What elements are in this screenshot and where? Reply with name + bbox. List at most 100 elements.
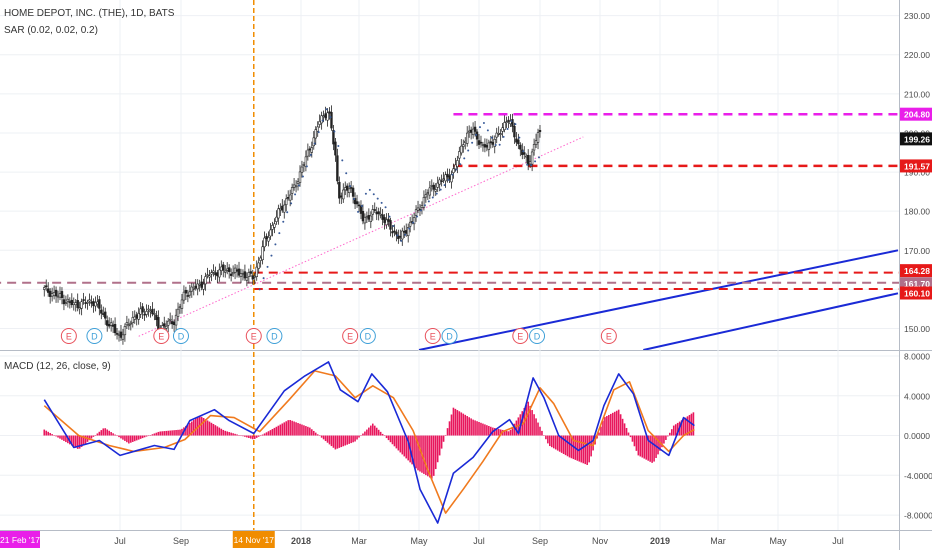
- candle-body: [133, 316, 136, 320]
- macd-hist-bar: [466, 416, 469, 436]
- macd-hist-bar: [181, 428, 183, 436]
- macd-indicator-label: MACD (12, 26, close, 9): [4, 361, 111, 372]
- macd-hist-bar: [543, 435, 545, 436]
- earnings-marker: [512, 328, 529, 344]
- last-price-label: 199.26: [904, 134, 930, 144]
- macd-hist-bar: [354, 435, 356, 442]
- candle-body: [149, 310, 152, 313]
- macd-hist-bar: [287, 420, 289, 436]
- macd-hist-bar: [539, 426, 541, 436]
- macd-hist-bar: [531, 410, 533, 436]
- candle-body: [271, 225, 274, 230]
- macd-hist-bar: [686, 416, 689, 436]
- macd-hist-bar: [204, 419, 207, 436]
- candle-body: [231, 272, 235, 275]
- macd-hist-bar: [328, 435, 331, 445]
- macd-hist-bar: [330, 435, 333, 447]
- macd-hist-bar: [240, 435, 242, 437]
- candle-body: [155, 314, 158, 320]
- candle-body: [304, 156, 308, 167]
- candle-body: [416, 207, 420, 211]
- candle-body: [436, 182, 439, 188]
- candle-body: [281, 205, 284, 211]
- dividend-marker-label: D: [534, 332, 541, 342]
- macd-hist-bar: [289, 419, 291, 436]
- candle-body: [261, 246, 264, 261]
- macd-hist-bar: [346, 435, 349, 445]
- macd-hist-bar: [84, 435, 87, 444]
- candle-body: [373, 209, 376, 211]
- candle-body: [76, 300, 79, 308]
- macd-hist-bar: [130, 435, 132, 443]
- candle-body: [253, 275, 256, 278]
- macd-hist-bar: [305, 426, 307, 436]
- macd-hist-bar: [550, 435, 553, 448]
- macd-hist-bar: [676, 422, 679, 436]
- candle-body: [198, 283, 201, 286]
- earnings-marker: [600, 328, 617, 344]
- candle-body: [526, 155, 530, 166]
- sar-dot: [486, 129, 489, 132]
- macd-hist-bar: [53, 435, 55, 436]
- macd-hist-bar: [480, 422, 482, 436]
- macd-hist-bar: [326, 435, 329, 443]
- candle-body: [332, 129, 335, 145]
- macd-hist-bar: [271, 429, 274, 436]
- candle-body: [241, 273, 245, 275]
- time-tick-label: Jul: [114, 536, 126, 546]
- macd-hist-bar: [92, 435, 95, 437]
- candle-body: [135, 314, 138, 319]
- sar-dot: [443, 184, 446, 187]
- macd-hist-bar: [63, 435, 65, 441]
- candle-body: [434, 189, 437, 192]
- macd-hist-bar: [401, 435, 404, 455]
- macd-hist-bar: [653, 435, 655, 462]
- macd-hist-bar: [513, 423, 516, 436]
- sar-dot: [329, 116, 332, 119]
- candle-body: [517, 139, 520, 145]
- macd-hist-bar: [399, 435, 402, 453]
- macd-hist-bar: [312, 430, 315, 436]
- macd-hist-bar: [438, 435, 441, 456]
- macd-tick-label: 8.0000: [904, 351, 930, 361]
- candle-body: [192, 287, 195, 290]
- macd-hist-bar: [324, 435, 327, 442]
- macd-hist-bar: [96, 433, 99, 436]
- macd-hist-bar: [586, 435, 589, 465]
- sar-dot: [459, 163, 462, 166]
- macd-hist-bar: [517, 417, 520, 436]
- macd-hist-bar: [145, 435, 148, 437]
- sar-dot: [333, 130, 336, 133]
- macd-hist-bar: [602, 420, 604, 436]
- candle-body: [379, 213, 382, 216]
- sar-dot: [301, 175, 304, 178]
- candle-body: [298, 171, 302, 183]
- macd-hist-bar: [228, 432, 230, 436]
- candle-body: [184, 290, 188, 294]
- macd-hist-bar: [139, 435, 142, 439]
- earnings-marker: [60, 328, 77, 344]
- candle-body: [426, 192, 430, 195]
- macd-hist-bar: [279, 424, 282, 436]
- candle-body: [389, 220, 392, 230]
- macd-hist-bar: [88, 435, 91, 441]
- macd-hist-bar: [259, 435, 262, 437]
- candle-body: [497, 133, 500, 135]
- time-tick-label: May: [770, 536, 788, 546]
- macd-hist-bar: [423, 435, 425, 474]
- macd-hist-bar: [470, 418, 472, 436]
- sar-dot: [274, 243, 277, 246]
- candle-body: [460, 145, 463, 154]
- candle-body: [369, 215, 373, 222]
- macd-hist-bar: [549, 435, 551, 447]
- earnings-marker-label: E: [347, 332, 353, 342]
- sar-dot: [360, 204, 363, 207]
- candle-body: [344, 187, 347, 191]
- macd-hist-bar: [651, 435, 653, 463]
- candle-body: [387, 218, 390, 222]
- sar-dot: [388, 215, 391, 218]
- candle-body: [257, 262, 260, 269]
- macd-hist-bar: [456, 410, 459, 436]
